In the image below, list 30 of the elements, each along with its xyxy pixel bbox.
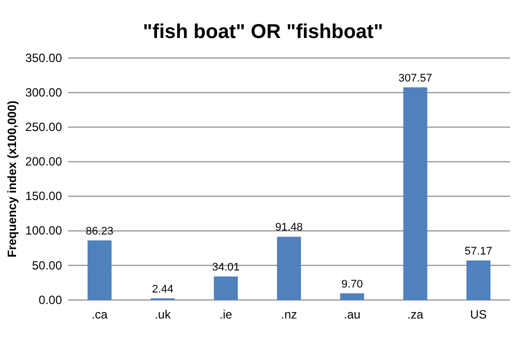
y-tick-label: 50.00	[32, 258, 62, 272]
bar	[403, 87, 428, 300]
bar	[277, 236, 301, 300]
bar	[340, 293, 364, 300]
x-tick-label: .au	[344, 308, 360, 322]
y-tick-label: 200.00	[25, 154, 62, 169]
data-label: 34.01	[212, 261, 240, 274]
y-tick-label: 0.00	[38, 292, 62, 307]
x-tick-label: .nz	[280, 308, 298, 322]
y-tick-label: 300.00	[25, 85, 62, 100]
y-axis-title: Frequency index (x100,000)	[5, 100, 19, 258]
data-label: 86.23	[86, 225, 114, 238]
data-label: 57.17	[464, 245, 492, 258]
data-label: 9.70	[341, 278, 363, 290]
bar	[466, 260, 490, 300]
y-tick-label: 150.00	[25, 189, 62, 204]
y-tick-label: 250.00	[25, 120, 62, 134]
bar	[214, 276, 238, 300]
data-label: 2.44	[152, 283, 174, 296]
y-tick-label: 100.00	[25, 224, 62, 238]
x-tick-label: .uk	[154, 308, 172, 322]
data-label: 91.48	[275, 222, 303, 234]
y-tick-label: 350.00	[25, 50, 62, 65]
data-label: 307.57	[398, 72, 432, 84]
x-tick-label: .ca	[92, 308, 108, 322]
chart-title: "fish boat" OR "fishboat"	[142, 21, 384, 43]
x-tick-label: .ie	[220, 308, 233, 322]
x-tick-label: US	[470, 308, 487, 322]
bar	[88, 240, 112, 300]
x-tick-label: .za	[407, 308, 424, 322]
